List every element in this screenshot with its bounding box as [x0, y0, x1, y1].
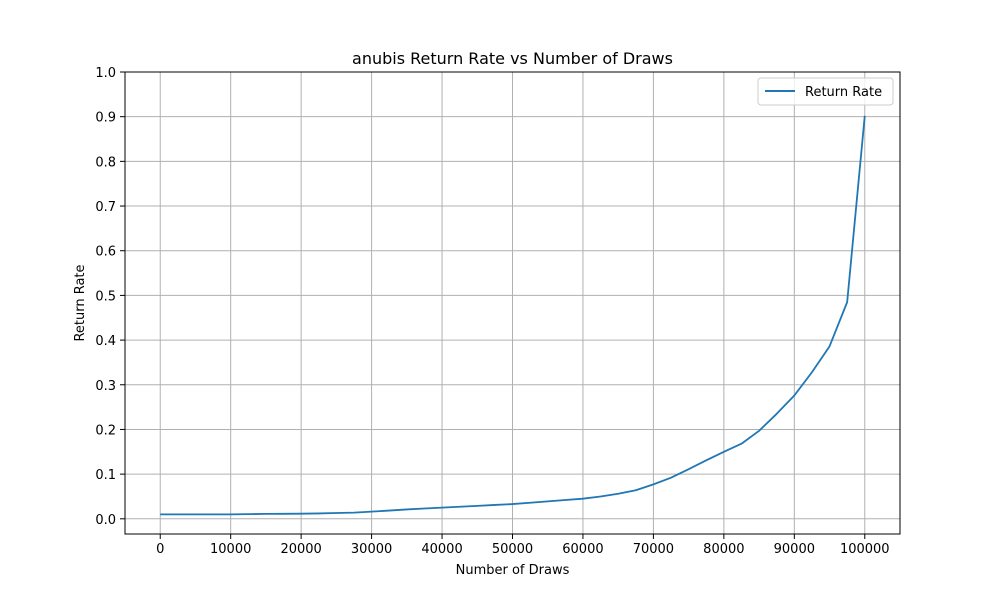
x-tick-label: 10000: [210, 542, 251, 557]
series-line-return-rate: [160, 115, 866, 516]
y-axis: 0.0 0.1 0.2 0.3 0.4 0.5 0.6 0.7 0.8 0.9 1.0: [95, 66, 125, 528]
legend: Return Rate: [757, 77, 894, 106]
series-layer: [160, 115, 866, 516]
y-tick-label: 0.7: [95, 200, 116, 215]
x-axis: 0 10000 20000 30000 40000 50000 60000 70000 8000…: [156, 534, 890, 557]
x-tick-label: 20000: [280, 542, 321, 557]
y-tick-label: 0.2: [95, 423, 116, 438]
y-tick-label: 0.5: [95, 289, 116, 304]
y-tick-label: 1.0: [95, 66, 116, 81]
x-tick-label: 60000: [562, 542, 603, 557]
legend-box: [757, 77, 894, 106]
legend-label: Return Rate: [805, 85, 882, 100]
y-tick-label: 0.8: [95, 155, 116, 170]
y-tick-label: 0.3: [95, 379, 116, 394]
x-tick-label: 70000: [633, 542, 674, 557]
y-tick-label: 0.9: [95, 111, 116, 126]
x-tick-label: 30000: [351, 542, 392, 557]
y-tick-label: 0.1: [95, 468, 116, 483]
y-axis-title: Return Rate: [73, 264, 88, 341]
x-axis-title: Number of Draws: [456, 563, 570, 578]
y-tick-label: 0.6: [95, 245, 116, 260]
x-tick-label: 50000: [492, 542, 533, 557]
x-tick-label: 40000: [421, 542, 462, 557]
y-tick-label: 0.0: [95, 513, 116, 528]
y-tick-label: 0.4: [95, 334, 116, 349]
chart-title: anubis Return Rate vs Number of Draws: [352, 49, 673, 68]
x-tick-label: 100000: [840, 542, 890, 557]
x-tick-label: 0: [156, 542, 164, 557]
x-tick-label: 90000: [774, 542, 815, 557]
x-tick-label: 80000: [703, 542, 744, 557]
